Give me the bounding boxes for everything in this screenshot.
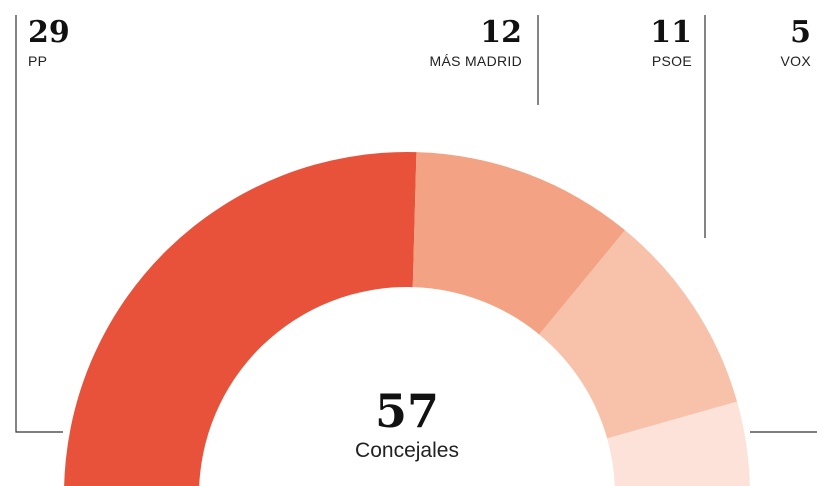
segment [539,230,738,439]
seat-count: 12 [480,15,522,50]
leader-line [15,15,63,433]
segment [412,152,626,335]
seat-count: 5 [790,15,811,50]
segment [607,401,750,486]
party-name: MÁS MADRID [430,53,522,69]
arcs [64,152,750,486]
party-name: PP [28,53,47,69]
seat-count: 11 [650,15,692,50]
seat-count: 29 [28,15,70,50]
total-label: Concejales [355,439,459,462]
party-name: VOX [781,53,812,69]
segment [64,152,417,486]
total: 57 [375,384,439,438]
party-name: PSOE [652,53,692,69]
